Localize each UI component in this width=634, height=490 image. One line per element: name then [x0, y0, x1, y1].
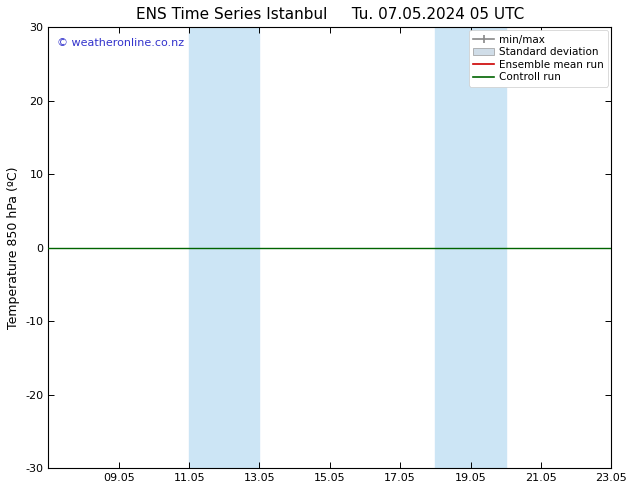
Bar: [189, 27, 259, 468]
Title: ENS Time Series Istanbul     Tu. 07.05.2024 05 UTC: ENS Time Series Istanbul Tu. 07.05.2024 …: [136, 7, 524, 22]
Legend: min/max, Standard deviation, Ensemble mean run, Controll run: min/max, Standard deviation, Ensemble me…: [469, 30, 608, 87]
Bar: [436, 27, 506, 468]
Y-axis label: Temperature 850 hPa (ºC): Temperature 850 hPa (ºC): [7, 167, 20, 329]
Text: © weatheronline.co.nz: © weatheronline.co.nz: [57, 38, 184, 49]
